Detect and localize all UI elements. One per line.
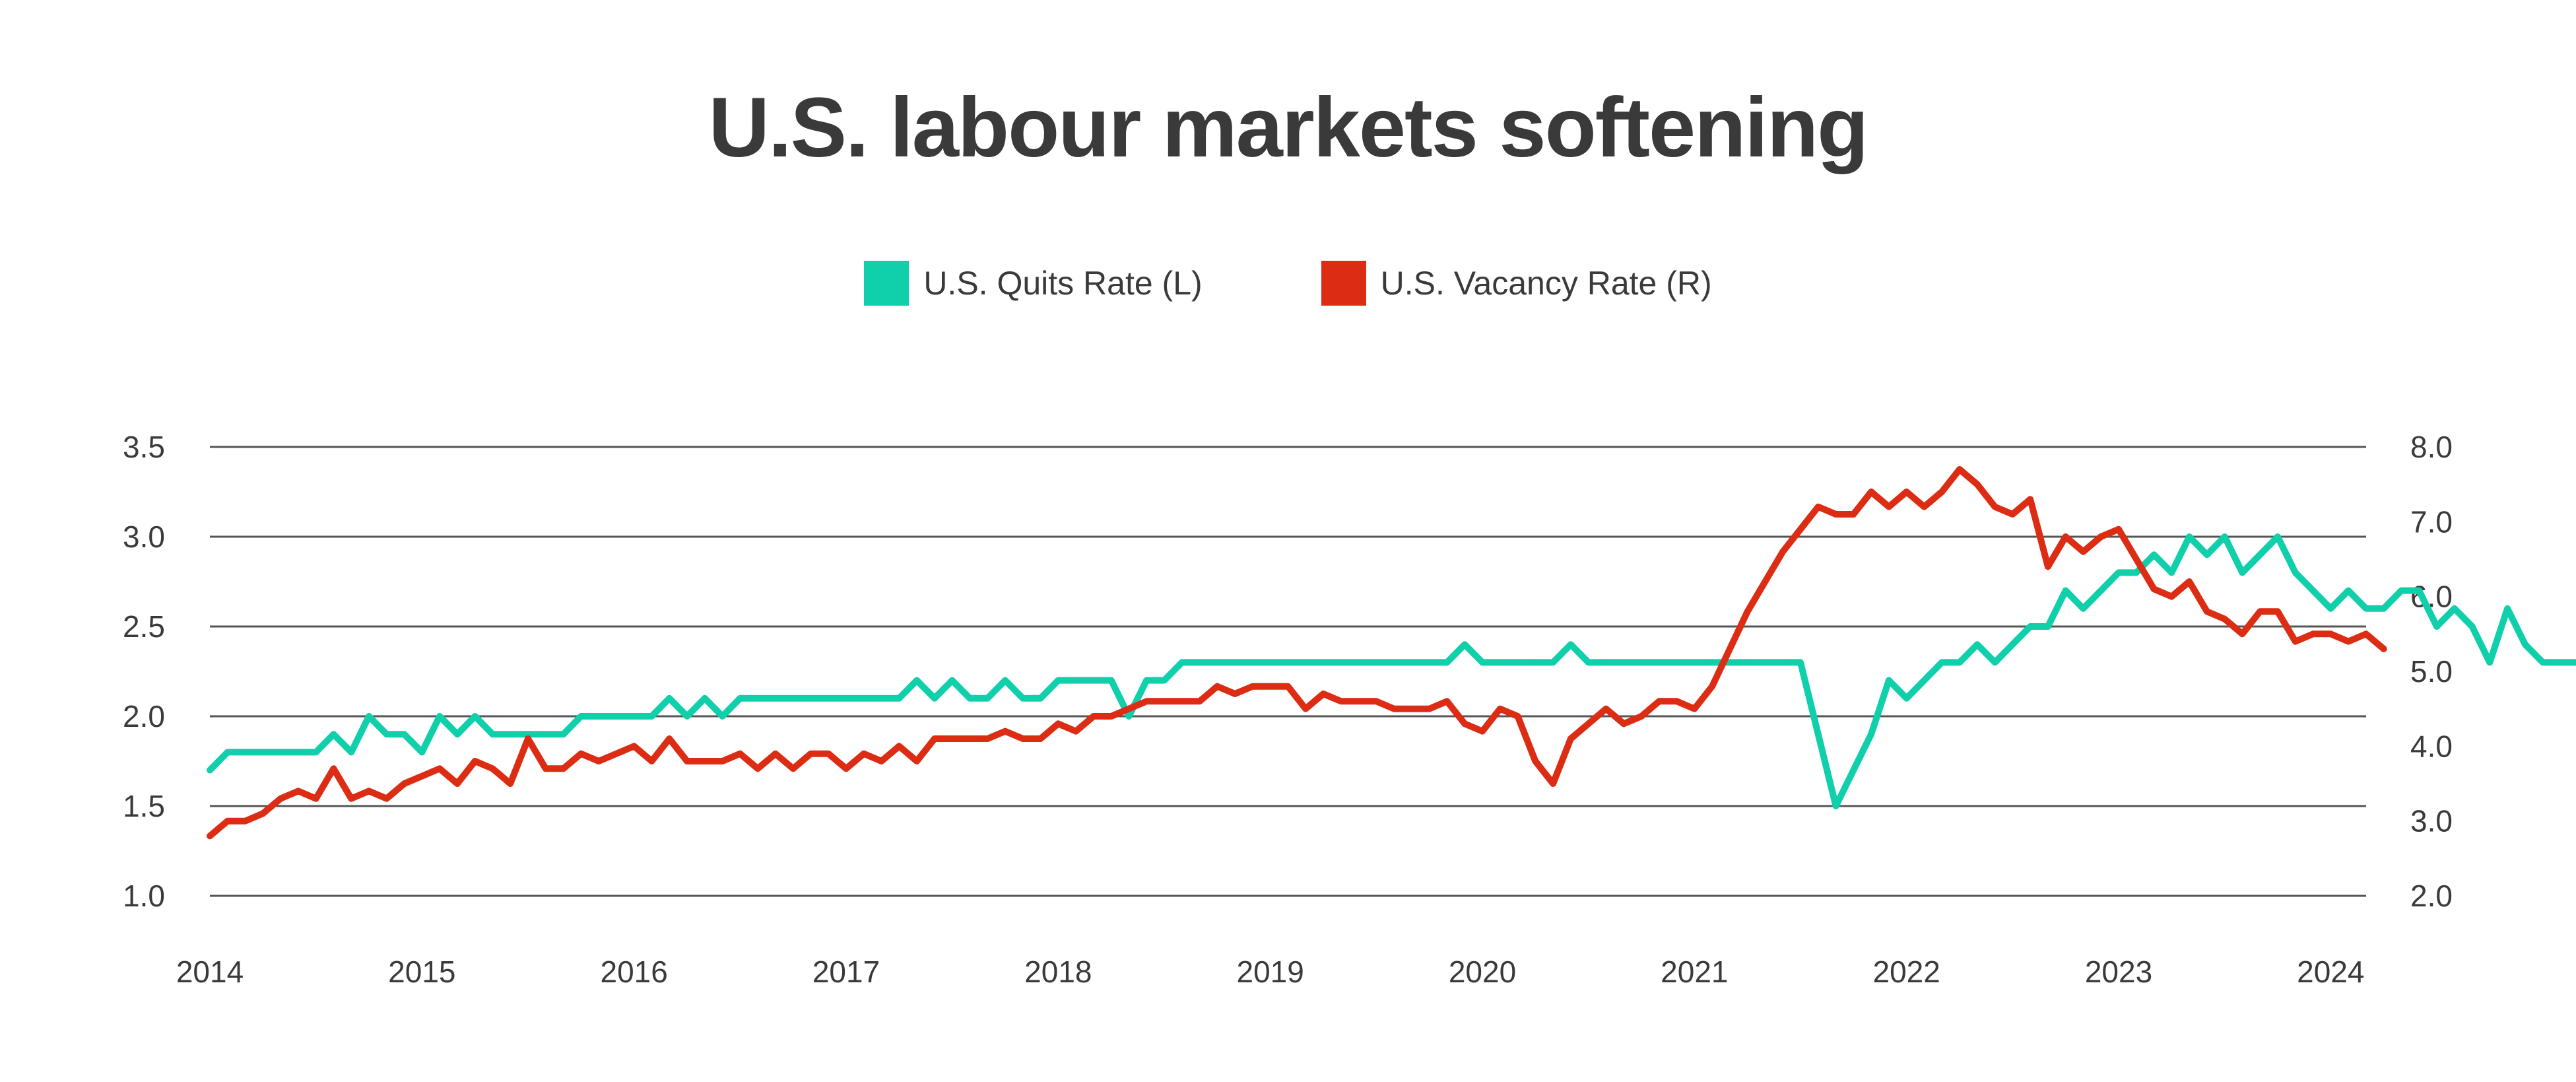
x-tick-label: 2016 <box>600 955 667 989</box>
y-left-tick-label: 1.0 <box>123 879 165 913</box>
x-tick-label: 2023 <box>2085 955 2152 989</box>
x-tick-label: 2022 <box>1872 955 1940 989</box>
legend-swatch-vacancy <box>1321 261 1366 306</box>
y-left-tick-label: 2.0 <box>123 699 165 733</box>
y-left-tick-label: 3.0 <box>123 520 165 554</box>
x-tick-label: 2019 <box>1236 955 1304 989</box>
legend-label-vacancy: U.S. Vacancy Rate (R) <box>1380 265 1712 302</box>
x-tick-label: 2020 <box>1449 955 1516 989</box>
legend-item-quits: U.S. Quits Rate (L) <box>864 261 1203 306</box>
y-right-tick-label: 7.0 <box>2410 504 2453 539</box>
legend-label-quits: U.S. Quits Rate (L) <box>923 265 1203 302</box>
x-tick-label: 2014 <box>176 955 244 989</box>
series-line-quits <box>207 533 2576 809</box>
y-right-tick-label: 6.0 <box>2410 580 2453 614</box>
y-left-tick-label: 3.5 <box>123 430 165 464</box>
x-tick-label: 2024 <box>2297 955 2364 989</box>
y-right-tick-label: 3.0 <box>2410 804 2453 838</box>
y-right-tick-label: 5.0 <box>2410 654 2453 689</box>
legend-item-vacancy: U.S. Vacancy Rate (R) <box>1321 261 1712 306</box>
series-line-vacancy <box>207 466 2387 840</box>
y-left-tick-label: 2.5 <box>123 609 165 644</box>
x-tick-label: 2018 <box>1024 955 1092 989</box>
legend-swatch-quits <box>864 261 909 306</box>
x-tick-label: 2017 <box>812 955 880 989</box>
legend: U.S. Quits Rate (L) U.S. Vacancy Rate (R… <box>0 261 2576 306</box>
y-right-tick-label: 4.0 <box>2410 729 2453 763</box>
chart-title: U.S. labour markets softening <box>708 81 1869 175</box>
x-tick-label: 2015 <box>388 955 455 989</box>
y-right-tick-label: 8.0 <box>2410 430 2453 464</box>
y-right-tick-label: 2.0 <box>2410 879 2453 913</box>
x-tick-label: 2021 <box>1661 955 1728 989</box>
y-left-tick-label: 1.5 <box>123 789 165 823</box>
